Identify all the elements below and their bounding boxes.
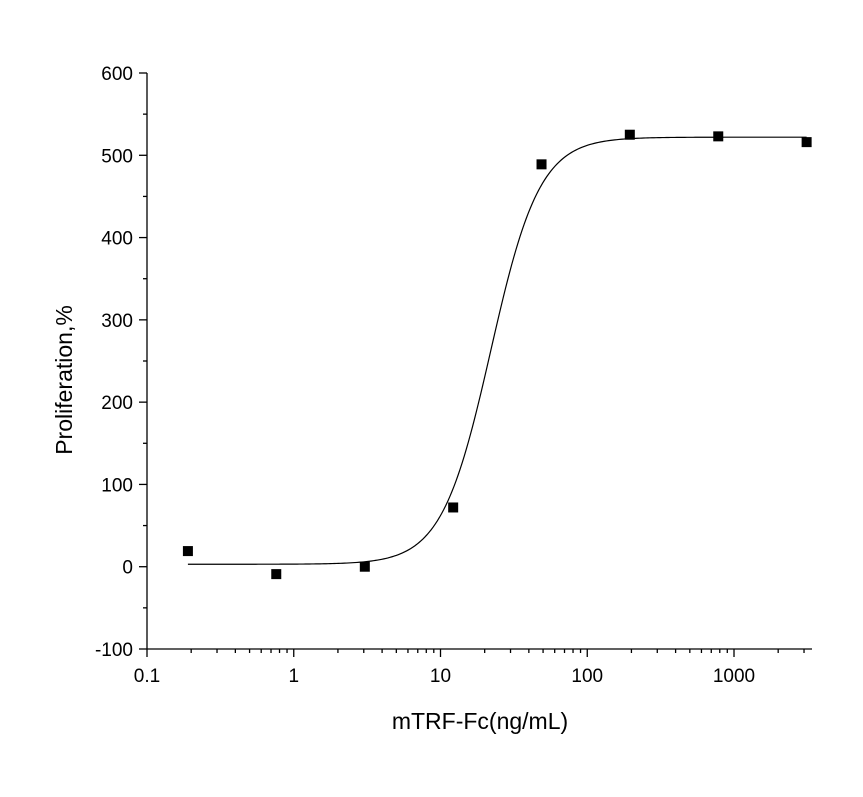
y-tick-label: 400 xyxy=(101,229,133,250)
axes xyxy=(146,73,812,650)
x-tick-label: 1000 xyxy=(713,666,755,687)
x-tick-label: 100 xyxy=(571,666,603,687)
data-points-layer xyxy=(182,129,812,580)
data-point xyxy=(182,546,193,557)
x-tick-label: 1 xyxy=(288,666,299,687)
ticks: -100 0 100 200 300 400 500 600 0.1 1 10 100 1000 xyxy=(95,64,805,687)
data-point xyxy=(536,159,547,170)
data-point xyxy=(271,569,282,580)
y-tick-label: -100 xyxy=(95,640,133,661)
x-tick-label: 0.1 xyxy=(134,666,160,687)
fit-curve xyxy=(187,136,807,565)
data-point xyxy=(448,502,459,513)
y-tick-label: 0 xyxy=(122,558,133,579)
y-tick-label: 200 xyxy=(101,393,133,414)
y-tick-label: 500 xyxy=(101,146,133,167)
y-tick-label: 100 xyxy=(101,475,133,496)
x-axis-title: mTRF-Fc(ng/mL) xyxy=(392,708,568,734)
y-tick-label: 600 xyxy=(101,64,133,85)
y-axis-title: Proliferation,% xyxy=(51,305,77,455)
data-point xyxy=(624,129,635,140)
data-point xyxy=(801,137,812,148)
fit-curve-layer xyxy=(187,136,807,565)
y-tick-label: 300 xyxy=(101,311,133,332)
x-tick-label: 10 xyxy=(430,666,451,687)
data-point xyxy=(713,131,724,142)
data-point xyxy=(359,561,370,572)
